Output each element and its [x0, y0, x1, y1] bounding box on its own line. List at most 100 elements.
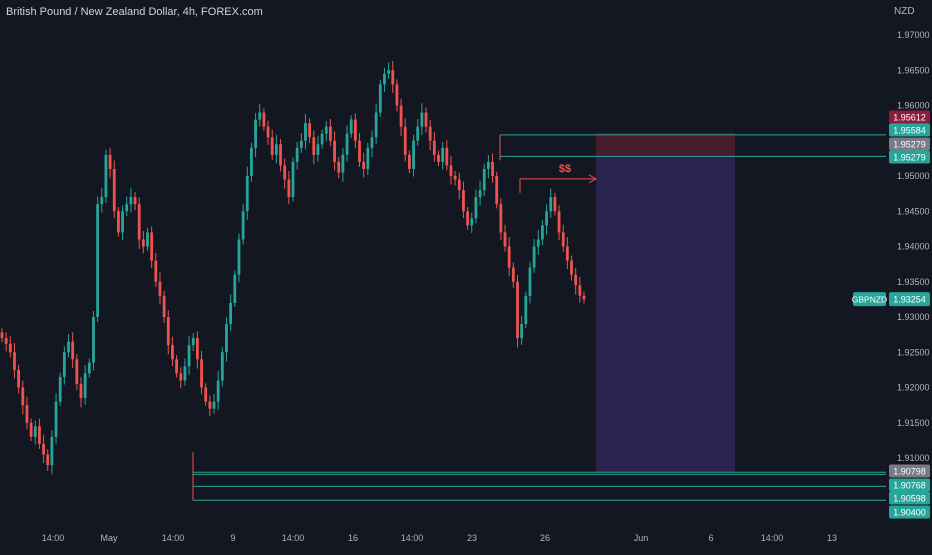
candle-body	[241, 211, 245, 240]
candle-body	[383, 73, 386, 85]
candle-body	[112, 168, 116, 212]
candle-body	[499, 204, 503, 233]
price-tag-label: 1.90768	[893, 480, 926, 490]
y-tick-label: 1.93500	[897, 277, 930, 287]
y-tick-label: 1.92500	[897, 347, 930, 357]
candle-body	[308, 123, 312, 138]
y-tick-label: 1.94000	[897, 242, 930, 252]
candle-body	[187, 345, 191, 367]
candle-body	[83, 373, 87, 399]
candle-body	[104, 154, 108, 198]
price-tag	[889, 491, 930, 505]
candle-body	[316, 144, 320, 155]
price-tag	[889, 505, 930, 519]
candle-body	[117, 211, 120, 233]
candle-body	[258, 112, 262, 120]
annotation-label: $$	[559, 163, 571, 175]
candle-body	[58, 376, 62, 402]
candle-body	[96, 204, 100, 317]
x-tick-label: 13	[827, 533, 837, 543]
candle-body	[403, 126, 407, 155]
price-tag-label: 1.90400	[893, 507, 926, 517]
x-tick-label: May	[100, 533, 118, 543]
candle-body	[520, 324, 524, 339]
candle-body	[545, 211, 548, 226]
x-tick-label: 23	[467, 533, 477, 543]
candle-body	[582, 295, 586, 300]
last-price-label: 1.93254	[893, 295, 926, 305]
candle-body	[75, 359, 79, 384]
candle-body	[229, 302, 233, 325]
candle-body	[137, 204, 141, 240]
candle-body	[0, 332, 4, 339]
candle-body	[353, 119, 357, 141]
candle-body	[245, 176, 249, 212]
candle-body	[220, 352, 224, 381]
candle-body	[262, 112, 266, 127]
candle-body	[21, 387, 25, 406]
candle-body	[200, 359, 203, 388]
candle-body	[329, 126, 332, 141]
y-tick-label: 1.95000	[897, 171, 930, 181]
candle-body	[432, 140, 436, 155]
candle-body	[495, 176, 499, 205]
candle-body	[408, 154, 411, 169]
candle-body	[237, 239, 241, 275]
price-labels: GBPNZD 1.93254 1.95612 1.95584 1.95279 1.9527…	[852, 110, 930, 519]
candle-body	[366, 147, 370, 169]
candle-body	[362, 161, 366, 169]
symbol-tag-label: GBPNZD	[852, 295, 887, 305]
candle-body	[33, 426, 37, 437]
candle-body	[557, 211, 561, 233]
candle-body	[100, 197, 104, 205]
candle-body	[25, 405, 29, 423]
y-tick-label: 1.96500	[897, 65, 930, 75]
x-tick-label: 26	[540, 533, 550, 543]
candle-body	[491, 161, 494, 176]
y-tick-label: 1.97000	[897, 30, 930, 40]
candle-body	[67, 341, 70, 353]
candle-body	[299, 140, 303, 148]
price-tag-label: 1.95279	[893, 152, 926, 162]
candle-body	[358, 140, 361, 162]
y-tick-label: 1.94500	[897, 206, 930, 216]
candle-body	[574, 274, 578, 286]
price-tag	[889, 478, 930, 492]
x-tick-label: 16	[348, 533, 358, 543]
candle-body	[511, 267, 515, 282]
y-tick-label: 1.93000	[897, 312, 930, 322]
last-price-tag	[889, 292, 930, 307]
candle-body	[283, 165, 287, 180]
candle-body	[561, 232, 565, 247]
candle-body	[578, 285, 582, 296]
candle-body	[8, 343, 12, 353]
candle-body	[320, 133, 324, 145]
candle-body	[287, 179, 291, 198]
candle-body	[166, 317, 170, 346]
x-tick-label: 14:00	[42, 533, 65, 543]
candle-body	[478, 190, 482, 198]
candle-body	[474, 197, 478, 219]
candle-body	[54, 401, 58, 437]
price-tag	[889, 137, 930, 151]
candle-body	[516, 281, 519, 339]
candle-body	[374, 112, 378, 138]
candle-body	[387, 70, 391, 74]
candle-body	[399, 105, 403, 127]
candle-body	[42, 443, 45, 455]
candle-body	[524, 295, 528, 325]
axis-currency: NZD	[894, 6, 915, 17]
time-axis: 14:00 May 14:00 9 14:00 16 14:00 23 26 Jun 6 14:00 1…	[42, 533, 837, 543]
candle-body	[150, 232, 154, 261]
candle-body	[250, 147, 253, 176]
candle-body	[333, 140, 336, 162]
candle-body	[208, 401, 212, 409]
candle-body	[295, 147, 299, 162]
candle-body	[570, 260, 573, 275]
y-tick-label: 1.92000	[897, 383, 930, 393]
candle-body	[341, 154, 345, 173]
candle-body	[486, 161, 490, 169]
